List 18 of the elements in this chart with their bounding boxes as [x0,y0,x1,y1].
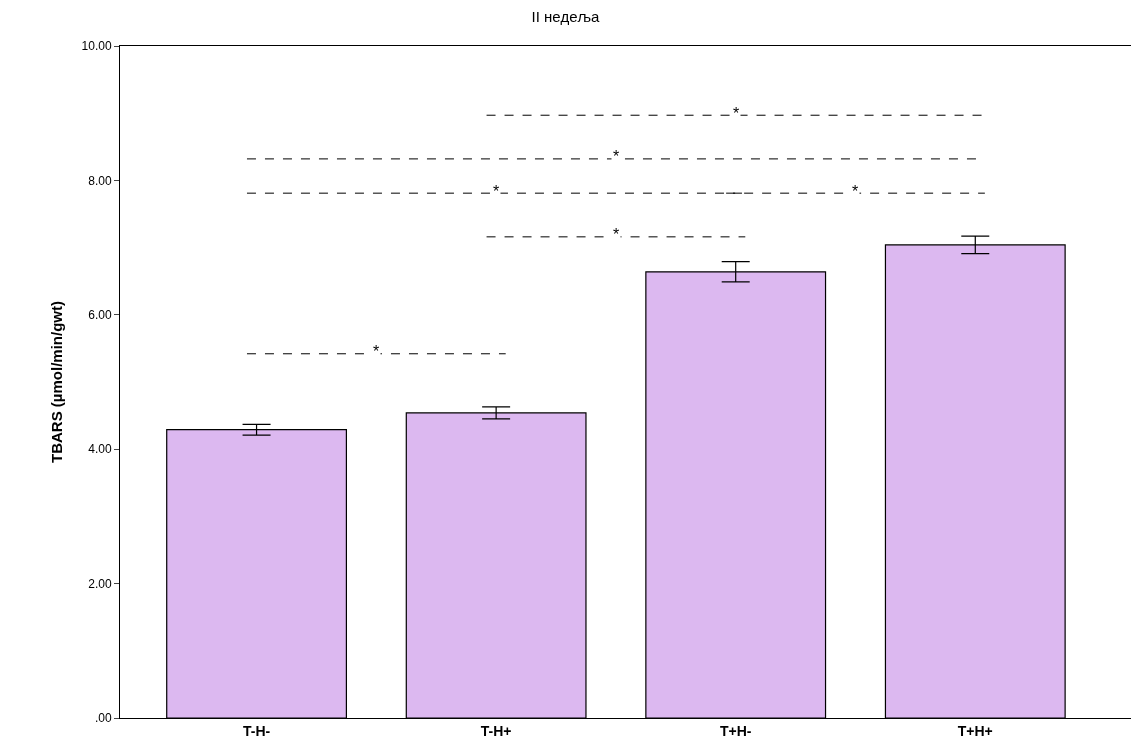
x-tick-label: T-H+ [480,722,512,739]
x-tick-label: T+H- [719,722,752,739]
annotation: * [373,343,380,360]
annotation: * [613,226,620,243]
y-tick-label: .00 [94,711,112,726]
annotation: * [613,148,620,165]
annotation: * [493,183,500,200]
y-tick-label: 6.00 [88,308,112,322]
y-axis-title: TBARS (µmol/min/gwt) [47,301,65,463]
annotation: * [733,105,740,122]
x-tick-label: T-H- [242,722,271,739]
chart-title: II недеља [531,7,601,25]
y-tick-label: 8.00 [88,173,112,188]
y-tick-label: 10.00 [81,39,112,54]
y-tick-label: 2.00 [88,576,112,591]
annotation: * [852,183,859,200]
x-tick-label: T+H+ [957,722,993,739]
y-tick-label: 4.00 [88,442,112,457]
